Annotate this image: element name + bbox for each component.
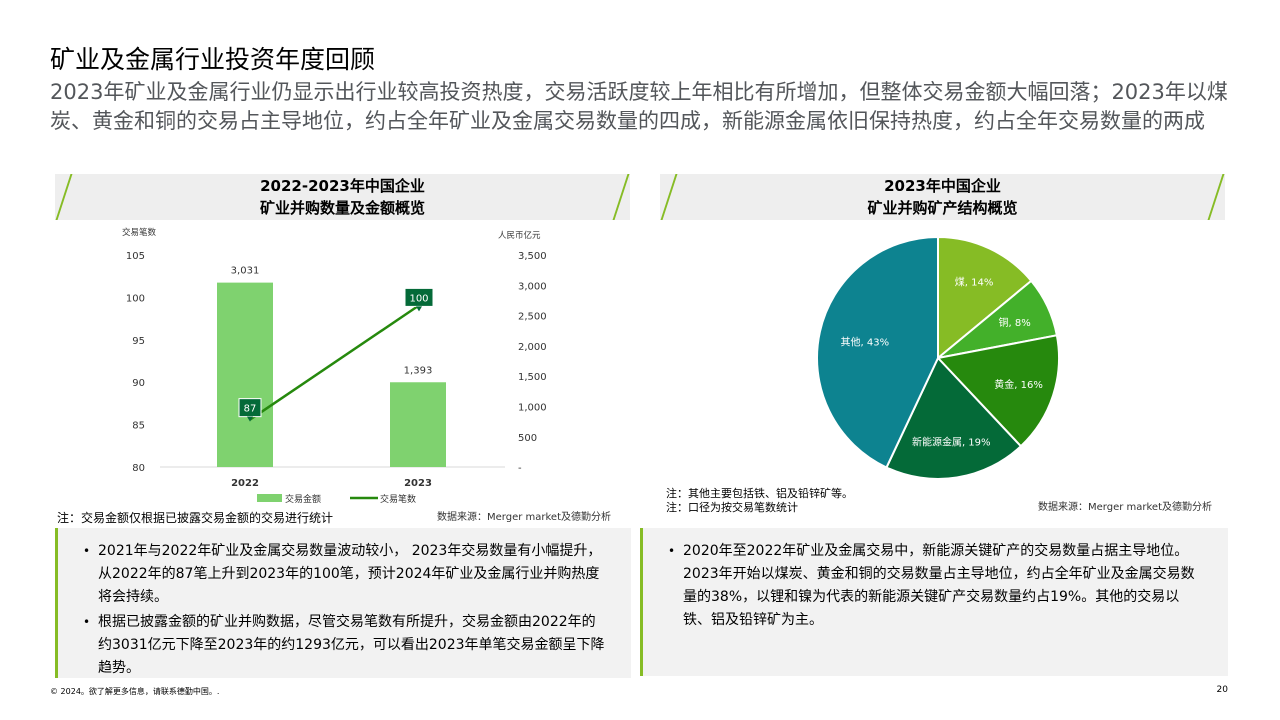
legend-label: 交易笔数 [380,493,416,505]
pie-label: 煤, 14% [955,275,994,288]
left-summary-box: 2021年与2022年矿业及金属交易数量波动较小， 2023年交易数量有小幅提升… [55,528,631,678]
pie-label: 其他, 43% [840,336,889,349]
right-axis-tick: 1,500 [518,372,547,383]
left-axis-unit: 交易笔数 [122,227,157,238]
bar-data-label: 3,031 [231,266,260,277]
x-axis-tick: 2022 [231,478,259,489]
right-header-line1: 2023年中国企业 [884,177,1001,195]
left-axis-tick: 105 [126,251,145,262]
pie-slice-黄金 [936,334,1060,448]
right-axis-tick: - [518,463,522,474]
bar-2022 [217,282,273,467]
line-trades [249,304,420,421]
page-number: 20 [1216,685,1228,695]
left-source: 数据来源：Merger market及德勤分析 [437,512,611,523]
callout-pointer [247,416,253,422]
callout-box [404,287,434,307]
line-data-label-2022: 87 [238,398,262,422]
right-chart-header: 2023年中国企业 矿业并购矿产结构概览 [660,174,1225,220]
left-bullet-1: 2021年与2022年矿业及金属交易数量波动较小， 2023年交易数量有小幅提升… [83,540,609,609]
line-data-label: 87 [244,404,257,415]
x-axis-tick: 2023 [404,478,432,489]
pie-label: 黄金, 16% [994,378,1043,391]
page-subtitle: 2023年矿业及金属行业仍显示出行业较高投资热度，交易活跃度较上年相比有所增加，… [50,80,1228,133]
footer-copyright: © 2024。欲了解更多信息，请联系德勤中国。. [50,687,220,696]
bar-data-label: 1,393 [404,365,433,376]
left-axis-tick: 100 [126,293,145,304]
left-bullet-2: 根据已披露金额的矿业并购数据，尽管交易笔数有所提升，交易金额由2022年的约30… [83,611,609,680]
right-axis-tick: 3,500 [518,251,547,262]
left-chart-header: 2022-2023年中国企业 矿业并购数量及金额概览 [55,174,630,220]
right-note-2: 注：口径为按交易笔数统计 [666,501,798,514]
pie-slice-新能源金属 [885,356,1023,480]
right-axis-tick: 3,000 [518,281,547,292]
right-axis-tick: 1,000 [518,403,547,414]
legend-swatch-bar [257,494,282,502]
left-axis-tick: 95 [132,336,145,347]
right-axis-tick: 2,500 [518,312,547,323]
line-data-label: 100 [409,293,428,304]
line-data-label-2023: 100 [404,287,434,312]
callout-box [238,398,262,418]
right-header-line2: 矿业并购矿产结构概览 [867,199,1018,217]
legend-label: 交易金额 [285,493,321,505]
bar-2023 [390,382,446,467]
callout-pointer [416,306,422,312]
left-axis-tick: 85 [132,421,145,432]
left-header-line2: 矿业并购数量及金额概览 [259,199,425,217]
pie-slice-其他 [816,235,939,469]
left-note: 注：交易金额仅根据已披露交易金额的交易进行统计 [57,511,334,525]
pie-label: 新能源金属, 19% [912,436,991,449]
right-bullet-1: 2020年至2022年矿业及金属交易中，新能源关键矿产的交易数量占据主导地位。2… [668,540,1206,632]
right-axis-tick: 2,000 [518,342,547,353]
left-axis-tick: 90 [132,378,145,389]
left-axis-tick: 80 [132,463,145,474]
right-axis-unit: 人民币亿元 [498,230,541,241]
right-axis-tick: 500 [518,433,537,444]
left-header-line1: 2022-2023年中国企业 [260,177,425,195]
pie-slice-铜 [937,279,1059,359]
pie-label: 铜, 8% [999,317,1031,329]
page-title: 矿业及金属行业投资年度回顾 [50,45,376,74]
right-summary-box: 2020年至2022年矿业及金属交易中，新能源关键矿产的交易数量占据主导地位。2… [640,528,1228,676]
right-source: 数据来源：Merger market及德勤分析 [1038,502,1212,513]
right-note-1: 注：其他主要包括铁、铝及铅锌矿等。 [666,487,853,500]
pie-slice-煤 [937,235,1033,361]
